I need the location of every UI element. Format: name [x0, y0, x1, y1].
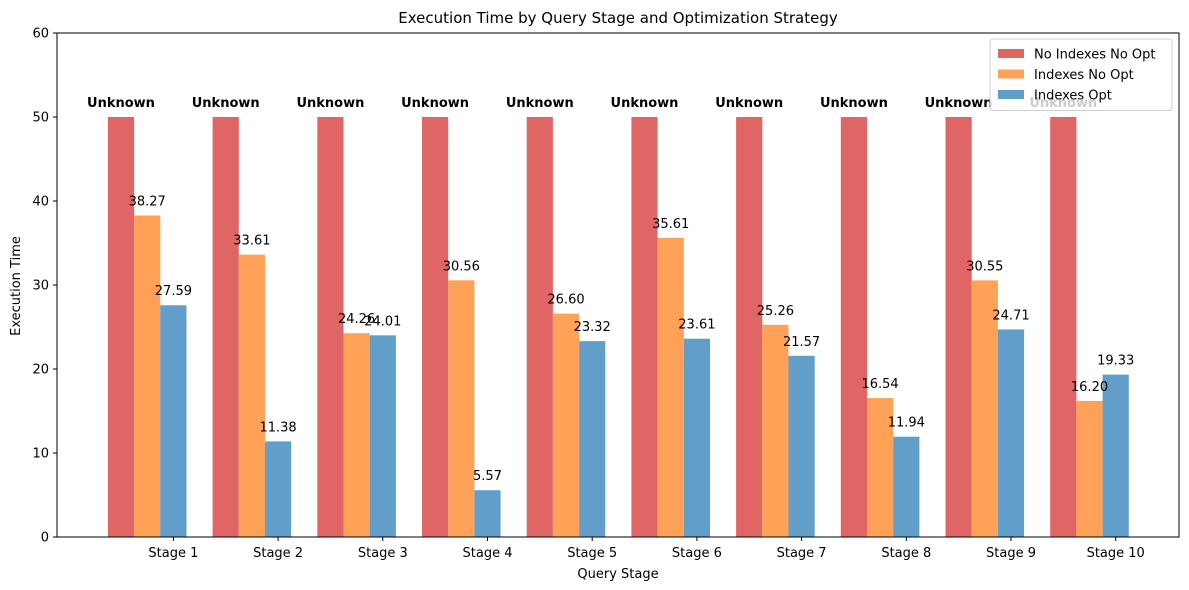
- bar-no-indexes-no-opt-stage-10: [1050, 117, 1077, 537]
- legend-box: [989, 38, 1173, 111]
- x-tick-label: Stage 8: [881, 546, 931, 561]
- bar-no-indexes-no-opt-stage-6: [631, 117, 658, 537]
- data-label: 23.61: [678, 318, 715, 333]
- bar-indexes-no-opt-stage-4: [448, 280, 475, 537]
- data-label: Unknown: [925, 96, 993, 111]
- bar-no-indexes-no-opt-stage-4: [422, 117, 449, 537]
- y-tick-label: 10: [32, 447, 49, 462]
- legend-label: Indexes No Opt: [1034, 68, 1134, 83]
- bar-indexes-opt-stage-1: [160, 305, 187, 537]
- data-label: Unknown: [715, 96, 783, 111]
- data-label: 11.94: [888, 416, 925, 431]
- bar-no-indexes-no-opt-stage-7: [736, 117, 763, 537]
- bar-indexes-no-opt-stage-3: [343, 333, 370, 537]
- x-tick-label: Stage 6: [672, 546, 722, 561]
- chart-title: Execution Time by Query Stage and Optimi…: [398, 9, 838, 27]
- x-tick-label: Stage 9: [986, 546, 1036, 561]
- data-label: 11.38: [259, 420, 296, 435]
- data-label: 16.54: [861, 377, 898, 392]
- bar-indexes-no-opt-stage-6: [657, 237, 684, 537]
- bar-no-indexes-no-opt-stage-2: [212, 117, 239, 537]
- bar-indexes-no-opt-stage-9: [971, 280, 998, 537]
- axes-layer: 0 10 20 30 40 50 60 Stage 1 Stage 2 Stage 3 Stage …: [32, 27, 1180, 561]
- bar-indexes-no-opt-stage-7: [762, 324, 789, 537]
- legend-label: Indexes Opt: [1034, 89, 1112, 104]
- bar-indexes-no-opt-stage-10: [1076, 400, 1103, 537]
- y-tick-label: 30: [32, 279, 49, 294]
- data-label: 23.32: [574, 320, 611, 335]
- bar-indexes-opt-stage-7: [788, 355, 815, 537]
- data-label: 30.56: [443, 259, 480, 274]
- data-label: 24.01: [364, 314, 401, 329]
- bar-indexes-opt-stage-4: [474, 490, 501, 537]
- data-label: 25.26: [757, 304, 794, 319]
- bar-indexes-no-opt-stage-2: [238, 254, 265, 537]
- x-tick-label: Stage 1: [148, 546, 198, 561]
- data-label: Unknown: [401, 96, 469, 111]
- x-tick-label: Stage 10: [1087, 546, 1145, 561]
- bars-layer: [107, 117, 1129, 537]
- x-tick-label: Stage 2: [253, 546, 303, 561]
- data-label: 24.71: [992, 308, 1029, 323]
- data-label: Unknown: [87, 96, 155, 111]
- bar-no-indexes-no-opt-stage-8: [840, 117, 867, 537]
- y-tick-label: 0: [41, 531, 49, 546]
- data-label: Unknown: [506, 96, 574, 111]
- data-label: 35.61: [652, 217, 689, 232]
- data-label: 19.33: [1097, 354, 1134, 369]
- legend-swatch: [998, 69, 1024, 79]
- legend-swatch: [998, 49, 1024, 58]
- data-label: 16.20: [1071, 380, 1108, 395]
- x-tick-label: Stage 3: [358, 546, 408, 561]
- bar-indexes-no-opt-stage-1: [134, 215, 161, 537]
- bar-indexes-opt-stage-8: [893, 436, 920, 537]
- x-tick-label: Stage 4: [463, 546, 513, 561]
- data-label: Unknown: [611, 96, 679, 111]
- data-label: Unknown: [192, 96, 260, 111]
- y-tick-label: 50: [32, 111, 49, 126]
- data-label: Unknown: [820, 96, 888, 111]
- y-tick-label: 40: [32, 195, 49, 210]
- x-axis-label: Query Stage: [577, 567, 658, 582]
- bar-indexes-opt-stage-6: [683, 338, 710, 537]
- bar-indexes-opt-stage-5: [579, 341, 606, 537]
- data-label: 38.27: [129, 195, 166, 210]
- bar-indexes-opt-stage-3: [369, 335, 396, 537]
- bar-indexes-no-opt-stage-8: [867, 398, 894, 537]
- data-label: 26.60: [547, 293, 584, 308]
- bar-indexes-opt-stage-10: [1102, 374, 1129, 537]
- legend-label: No Indexes No Opt: [1034, 48, 1156, 63]
- bar-no-indexes-no-opt-stage-1: [107, 117, 135, 537]
- data-label: 33.61: [233, 234, 270, 249]
- data-label: 27.59: [155, 284, 192, 299]
- y-axis-label: Execution Time: [9, 236, 24, 336]
- data-label: Unknown: [296, 96, 364, 111]
- bar-indexes-no-opt-stage-5: [552, 313, 580, 537]
- bar-no-indexes-no-opt-stage-5: [526, 117, 553, 537]
- legend: No Indexes No Opt Indexes No Opt Indexes O…: [989, 38, 1173, 111]
- y-tick-label: 60: [32, 27, 49, 42]
- x-tick-label: Stage 7: [777, 546, 827, 561]
- y-tick-label: 20: [32, 363, 49, 378]
- bar-indexes-opt-stage-2: [265, 441, 292, 537]
- legend-swatch: [998, 90, 1024, 99]
- data-label: 24.26: [338, 312, 375, 327]
- data-label: 30.55: [966, 259, 1003, 274]
- bar-no-indexes-no-opt-stage-9: [945, 117, 972, 537]
- bar-indexes-opt-stage-9: [997, 329, 1025, 537]
- data-label: 5.57: [473, 469, 502, 484]
- x-tick-label: Stage 5: [567, 546, 617, 561]
- bar-no-indexes-no-opt-stage-3: [317, 117, 344, 537]
- data-label: 21.57: [783, 335, 820, 350]
